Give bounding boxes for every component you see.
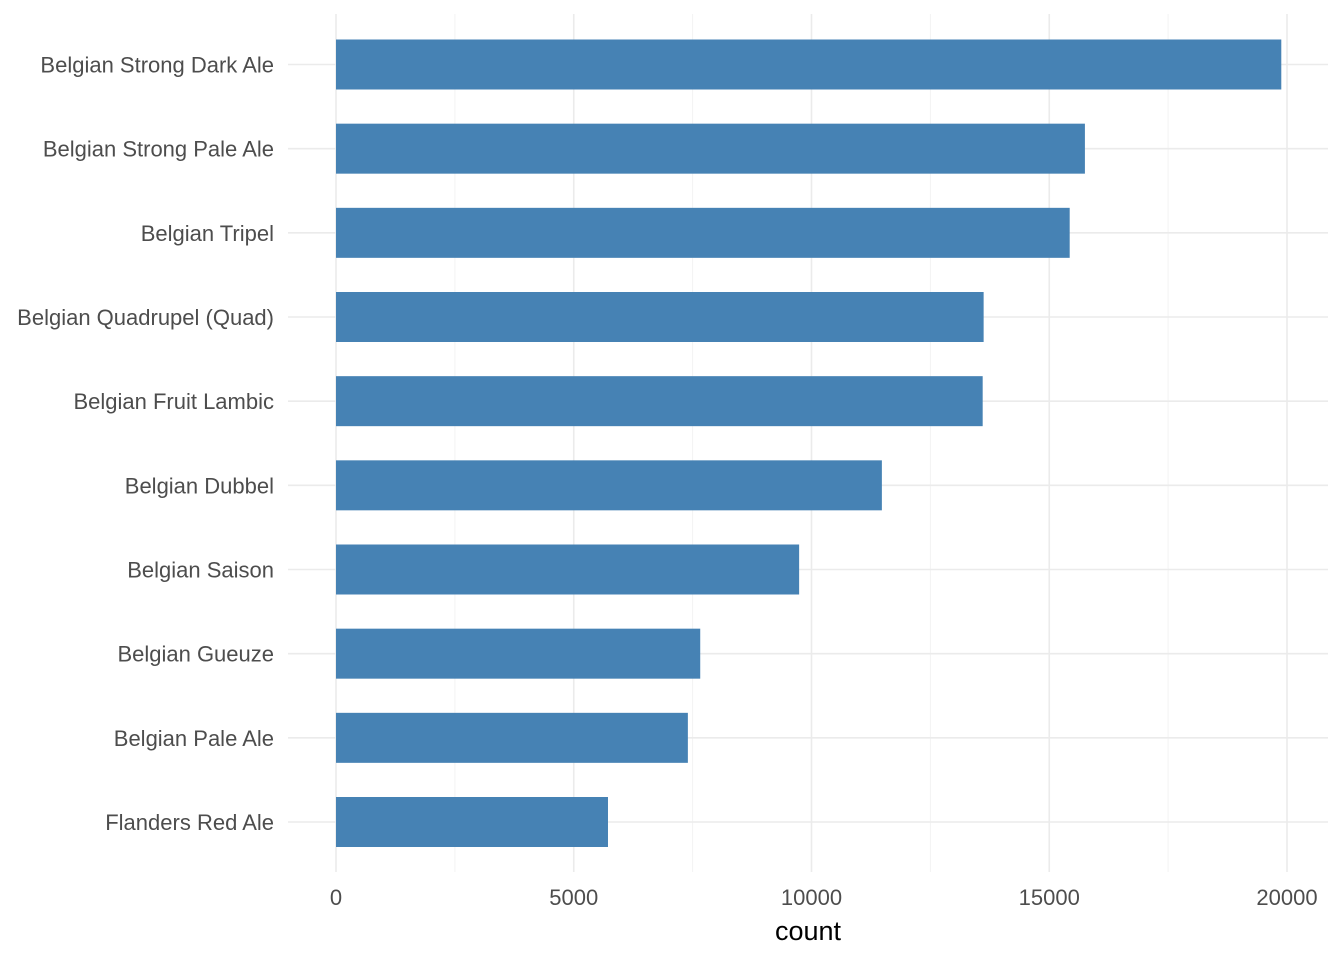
- bar: [336, 460, 882, 511]
- x-tick-label: 10000: [781, 885, 842, 910]
- bar: [336, 544, 800, 595]
- category-label: Belgian Pale Ale: [114, 726, 274, 751]
- category-labels: Belgian Strong Dark Ale Belgian Strong Pa…: [17, 53, 274, 836]
- category-label: Belgian Strong Dark Ale: [40, 53, 274, 78]
- x-tick-label: 0: [330, 885, 342, 910]
- bar: [336, 628, 701, 679]
- x-tick-label: 5000: [549, 885, 598, 910]
- bar: [336, 712, 688, 763]
- category-label: Flanders Red Ale: [105, 810, 274, 835]
- bar: [336, 797, 608, 847]
- bar: [336, 376, 983, 427]
- bars: [336, 39, 1282, 847]
- bar: [336, 123, 1085, 174]
- x-tick-label: 15000: [1019, 885, 1080, 910]
- category-label: Belgian Quadrupel (Quad): [17, 305, 274, 330]
- bar: [336, 207, 1070, 258]
- category-label: Belgian Saison: [127, 558, 274, 583]
- category-label: Belgian Strong Pale Ale: [43, 137, 274, 162]
- category-label: Belgian Fruit Lambic: [73, 389, 274, 414]
- x-tick-labels: 0 5000 10000 15000 20000: [330, 885, 1318, 910]
- bar: [336, 39, 1282, 90]
- category-label: Belgian Gueuze: [117, 642, 274, 667]
- category-label: Belgian Tripel: [141, 221, 274, 246]
- x-axis-title: count: [775, 916, 842, 946]
- category-label: Belgian Dubbel: [125, 473, 274, 498]
- bar: [336, 292, 984, 342]
- x-tick-label: 20000: [1256, 885, 1317, 910]
